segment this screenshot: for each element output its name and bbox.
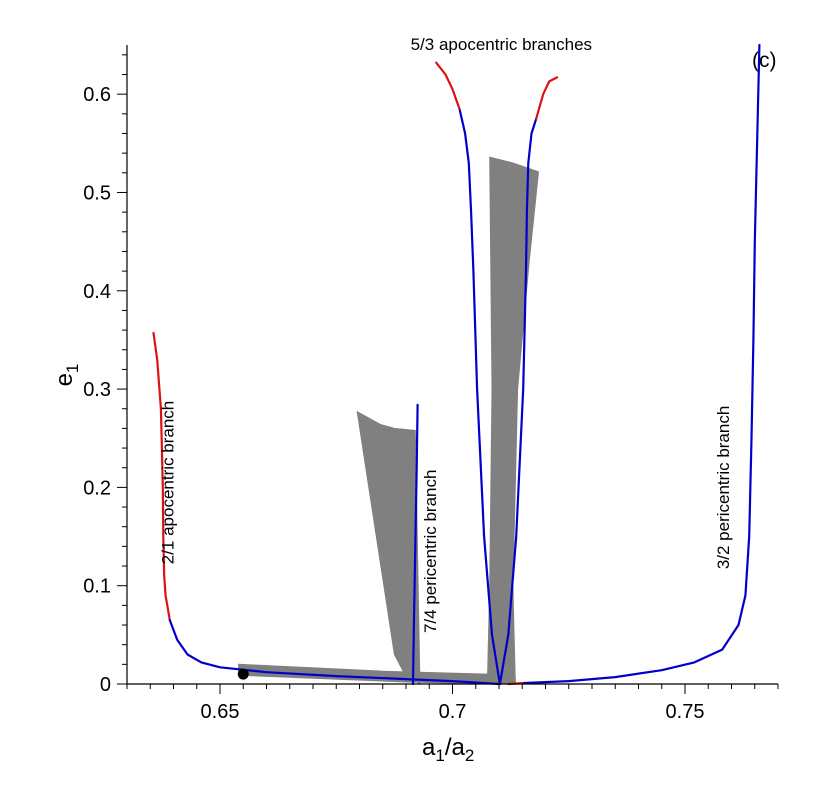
y-axis-label: e1 <box>51 364 82 387</box>
data-point <box>237 668 249 680</box>
curve-label-1: 2/1 apocentric branch <box>158 401 177 565</box>
curve-label-2: 7/4 pericentric branch <box>421 470 440 633</box>
x-tick-label: 0.7 <box>439 701 467 723</box>
x-tick-label: 0.65 <box>201 701 240 723</box>
marker-points <box>237 668 249 680</box>
y-tick-label: 0.4 <box>83 281 111 303</box>
curve-4-segment-1 <box>498 117 538 686</box>
curve-2-segment-1 <box>411 403 419 686</box>
curve-3-segment-2 <box>435 61 461 111</box>
y-tick-label: 0.2 <box>83 477 111 499</box>
x-tick-label: 0.75 <box>666 701 705 723</box>
y-tick-label: 0 <box>100 674 111 696</box>
region-2 <box>356 410 421 685</box>
curve-3-segment-1 <box>458 107 501 686</box>
curve-label-3: 5/3 apocentric branches <box>411 35 592 54</box>
y-tick-label: 0.3 <box>83 379 111 401</box>
branch-curves <box>152 43 761 686</box>
y-tick-label: 0.6 <box>83 84 111 106</box>
axes: 0.65 0.7 0.75 0 0.1 0.2 0.3 0.4 0.5 0.6 <box>83 45 779 723</box>
panel-label: (c) <box>752 49 777 72</box>
curve-4-segment-2 <box>535 76 559 120</box>
y-tick-label: 0.1 <box>83 576 111 598</box>
curve-label-4: 3/2 pericentric branch <box>714 406 733 569</box>
curve-labels: 2/1 apocentric branch 7/4 pericentric bra… <box>158 35 733 633</box>
curve-1-segment-1 <box>152 331 171 622</box>
x-axis-label: a1/a2 <box>422 734 474 765</box>
y-tick-label: 0.5 <box>83 182 111 204</box>
curve-5-segment-2 <box>523 43 761 685</box>
